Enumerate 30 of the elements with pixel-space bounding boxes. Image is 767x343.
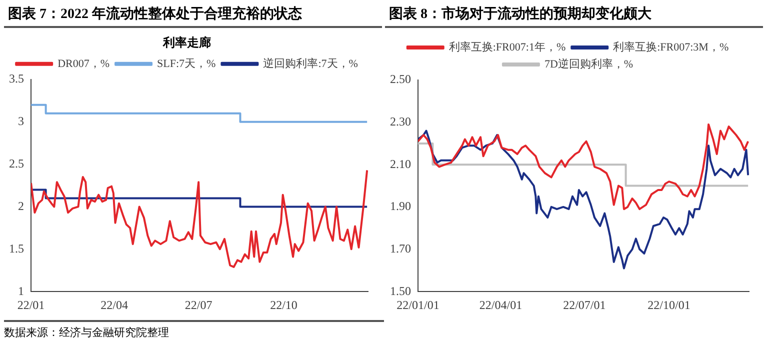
legend-label: 7D逆回购利率，% [544,57,634,70]
x-tick-label: 22/01/01 [396,298,440,312]
legend-label: 利率互换:FR007:1年，% [448,40,566,54]
x-tick-label: 22/07 [184,298,212,312]
y-tick-label: 3.5 [9,72,24,86]
chart-subtitle: 利率走廊 [162,35,211,50]
y-tick-label: 1.90 [390,199,411,214]
x-tick-label: 22/01 [17,298,45,312]
x-tick-label: 22/07/01 [563,298,606,312]
legend-label: SLF:7天，% [157,58,216,70]
x-tick-label: 22/04 [100,298,128,312]
legend-label: 逆回购利率:7天，% [263,56,358,70]
x-tick-label: 22/04/01 [479,298,522,312]
y-tick-label: 2.5 [9,156,24,170]
chart-title: 图表 7：2022 年流动性整体处于合理充裕的状态 [4,4,382,28]
y-tick-label: 2 [18,198,24,213]
x-tick-label: 22/10 [270,298,298,312]
y-tick-label: 3 [18,114,24,128]
y-tick-label: 1 [18,284,24,298]
legend-label: DR007，% [58,58,110,70]
y-tick-label: 2.30 [390,114,411,128]
source-note: 数据来源：经济与金融研究院整理 [4,320,384,340]
y-tick-label: 2.50 [390,72,411,86]
x-tick-label: 22/10/01 [648,298,690,312]
chart-title: 图表 8：市场对于流动性的预期却变化颇大 [385,4,763,28]
y-tick-label: 1.50 [390,284,411,298]
legend-label: 利率互换:FR007:3M，% [613,40,729,54]
y-tick-label: 1.70 [390,241,411,256]
y-tick-label: 1.5 [9,241,24,256]
y-tick-label: 2.10 [390,156,411,171]
